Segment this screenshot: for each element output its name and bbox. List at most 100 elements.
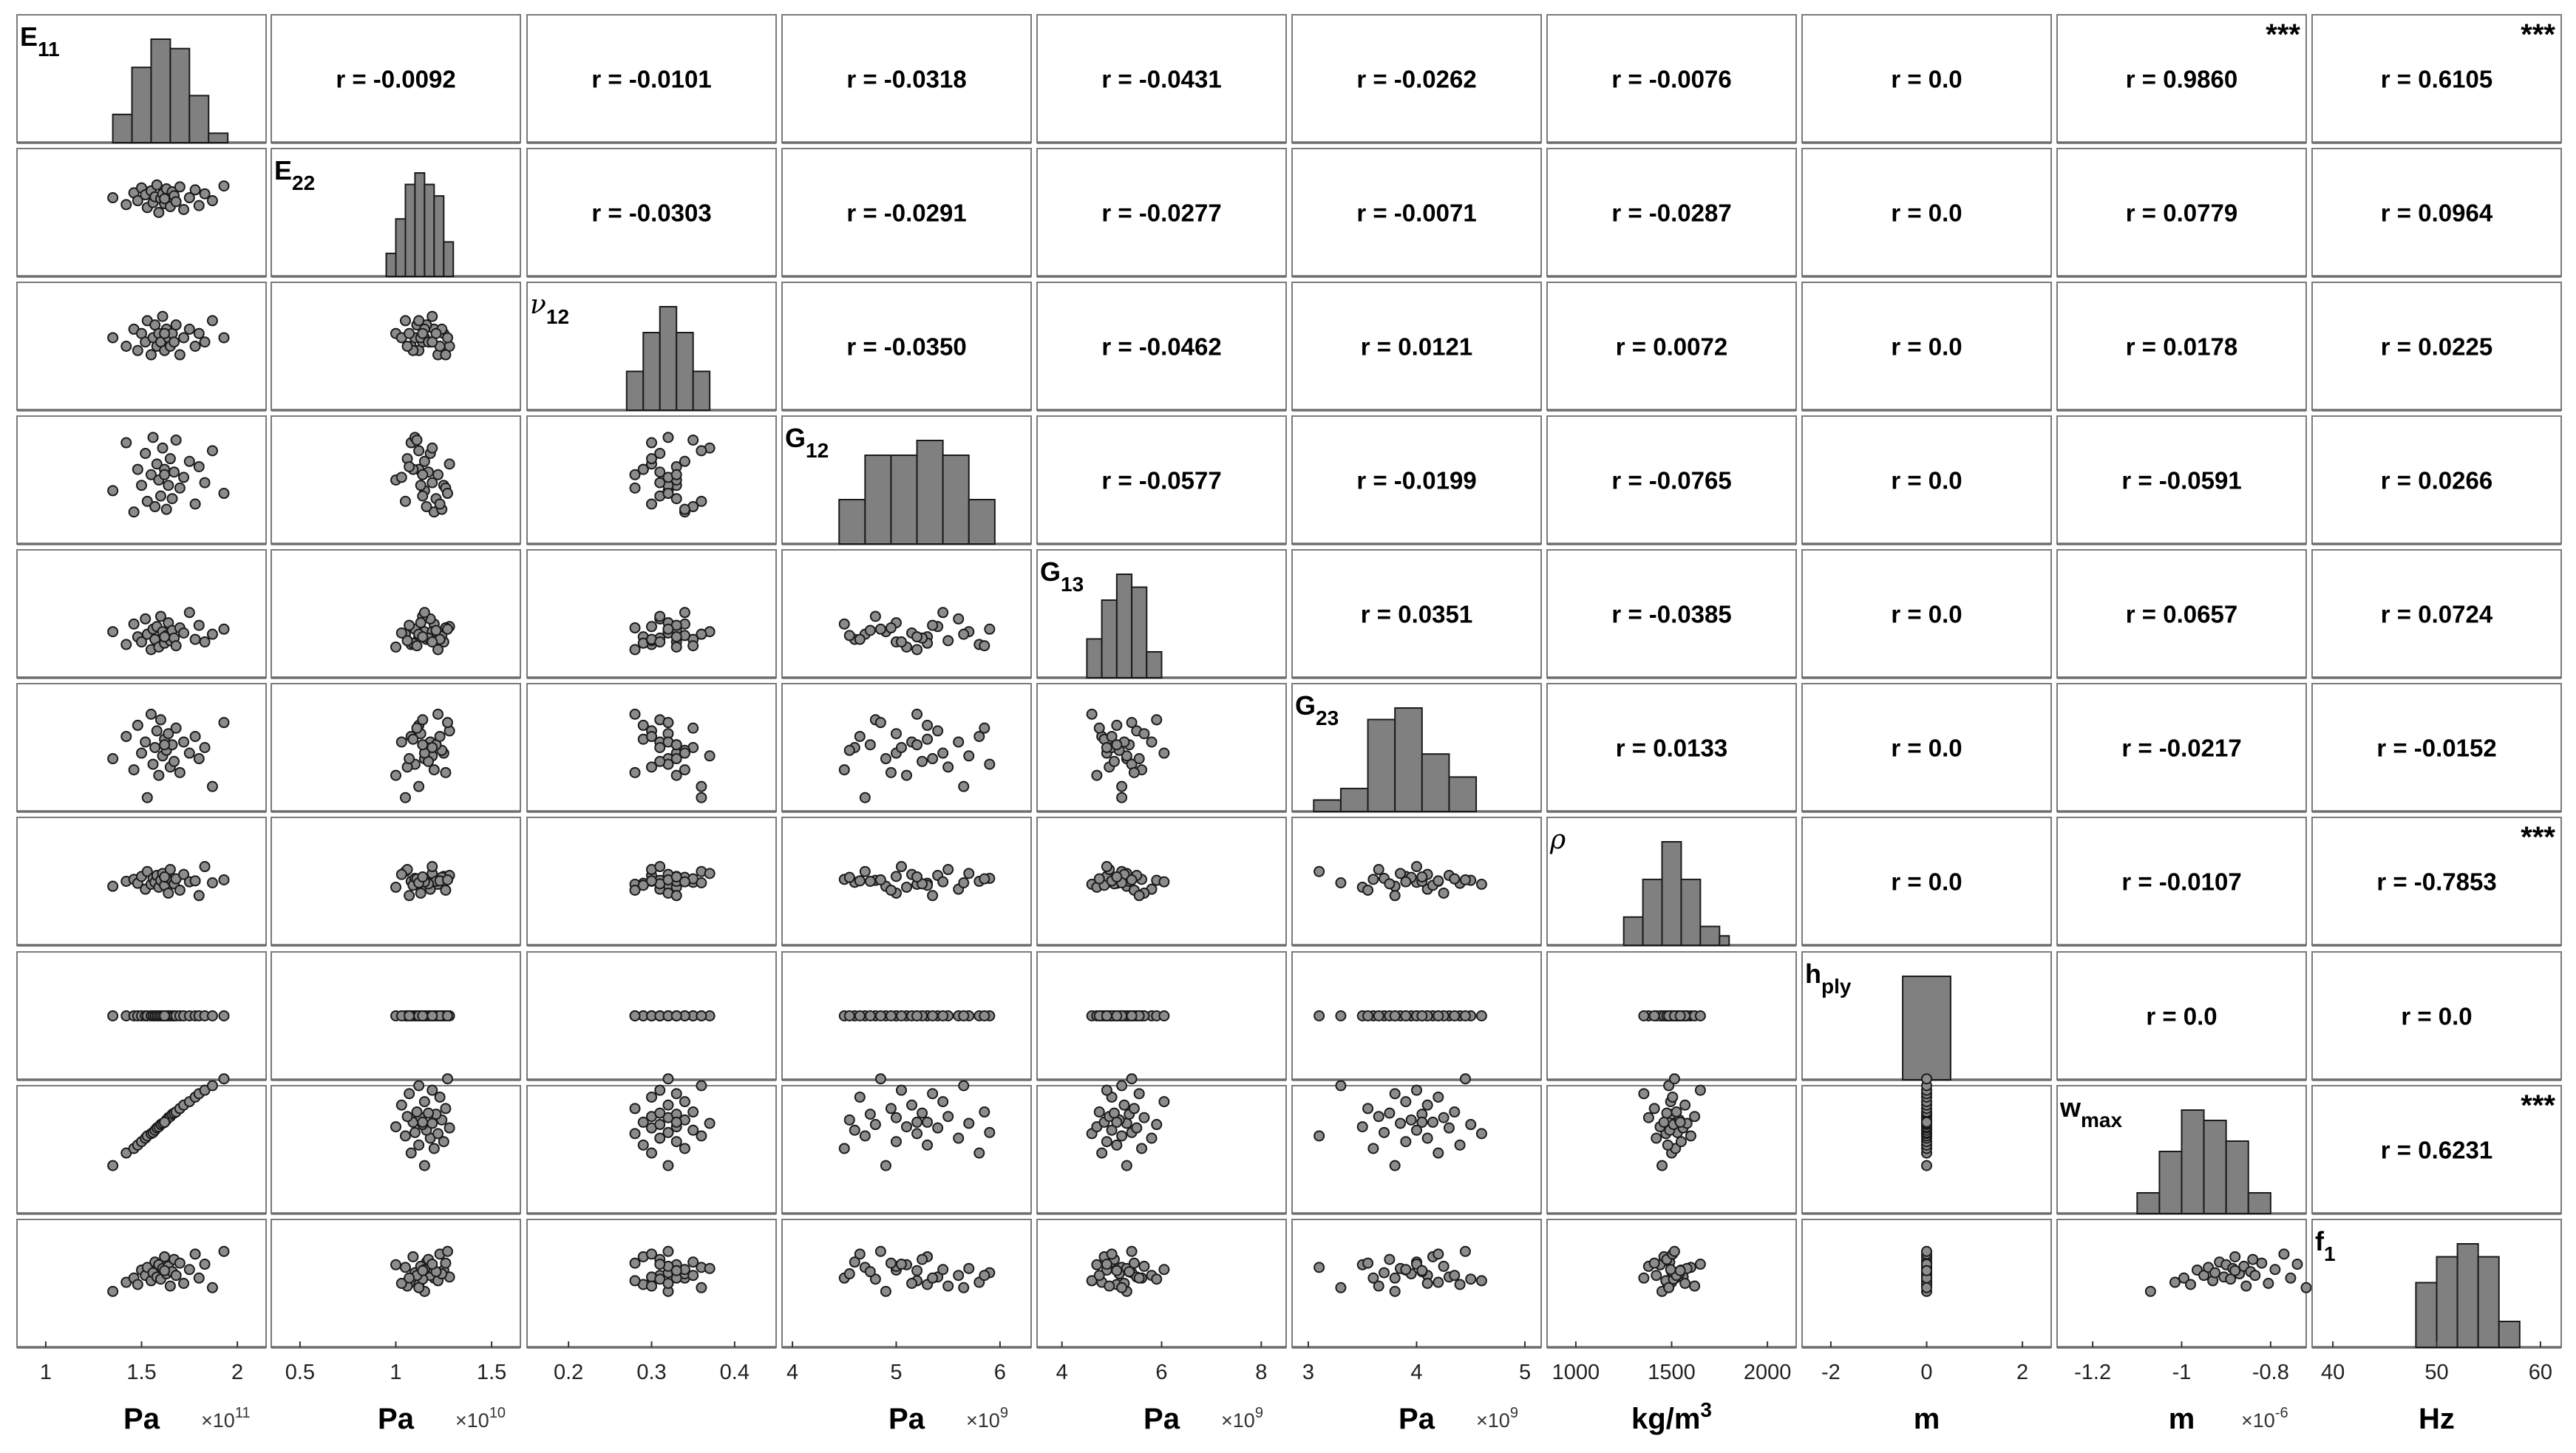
scatter-point bbox=[662, 1278, 674, 1289]
scatter-point bbox=[163, 887, 174, 899]
x-tick-label: 4 bbox=[786, 1361, 798, 1384]
scatter-point bbox=[409, 1126, 421, 1138]
x-tick-label: 0.4 bbox=[720, 1361, 750, 1384]
x-tick-label: 1 bbox=[390, 1361, 401, 1384]
scatter-point bbox=[890, 1112, 902, 1123]
scatter-point bbox=[413, 1139, 425, 1151]
scatter-point bbox=[1671, 1106, 1682, 1118]
correlation-value: r = -0.0462 bbox=[1101, 333, 1221, 361]
histogram-bar bbox=[642, 332, 661, 411]
scatter-point bbox=[132, 463, 143, 475]
histogram-bar bbox=[414, 172, 426, 277]
scatter-point bbox=[107, 626, 119, 638]
x-tick-label: 6 bbox=[994, 1361, 1006, 1384]
scatter-point bbox=[140, 736, 152, 748]
x-axis-exponent: ×10-6 bbox=[2241, 1405, 2288, 1432]
cell-frame-8-1 bbox=[271, 1085, 521, 1214]
scatter-point bbox=[417, 1010, 429, 1021]
histogram-bar bbox=[395, 218, 407, 278]
scatter-point bbox=[151, 725, 163, 737]
scatter-point bbox=[174, 181, 186, 193]
scatter-point bbox=[662, 1245, 674, 1257]
scatter-point bbox=[911, 1265, 923, 1276]
scatter-point bbox=[704, 1117, 716, 1129]
scatter-point bbox=[2240, 1280, 2252, 1292]
scatter-point bbox=[917, 1107, 928, 1119]
scatter-point bbox=[418, 1096, 430, 1108]
x-tick-label: 2 bbox=[231, 1361, 243, 1384]
scatter-point bbox=[147, 758, 159, 770]
scatter-point bbox=[911, 1128, 923, 1140]
scatter-point bbox=[1146, 736, 1158, 748]
scatter-point bbox=[132, 195, 143, 207]
scatter-point bbox=[440, 1257, 452, 1269]
scatter-point bbox=[426, 636, 438, 648]
scatter-point bbox=[174, 1257, 186, 1269]
correlation-value: r = -0.0591 bbox=[2121, 467, 2241, 494]
scatter-point bbox=[958, 780, 970, 792]
scatter-point bbox=[895, 1010, 907, 1021]
scatter-point bbox=[670, 739, 682, 751]
scatter-point bbox=[1416, 1116, 1428, 1128]
scatter-point bbox=[1421, 1099, 1433, 1111]
scatter-point bbox=[1093, 1270, 1105, 1282]
scatter-point bbox=[629, 1103, 641, 1115]
scatter-point bbox=[637, 1139, 649, 1151]
scatter-point bbox=[426, 1010, 438, 1021]
scatter-point bbox=[218, 1245, 230, 1257]
scatter-point bbox=[1921, 1282, 1932, 1293]
scatter-point bbox=[637, 463, 649, 475]
x-axis-exponent-power: 9 bbox=[1000, 1405, 1008, 1421]
histogram-bar bbox=[1699, 925, 1721, 946]
scatter-point bbox=[174, 482, 186, 494]
scatter-point bbox=[1433, 1276, 1444, 1288]
scatter-point bbox=[1921, 1245, 1932, 1257]
scatter-point bbox=[1685, 1130, 1696, 1142]
scatter-point bbox=[206, 1010, 218, 1021]
scatter-point bbox=[390, 1121, 401, 1133]
histogram-bar bbox=[916, 440, 944, 545]
scatter-point bbox=[399, 1262, 411, 1273]
scatter-point bbox=[1335, 1010, 1347, 1021]
scatter-point bbox=[679, 747, 690, 759]
scatter-point bbox=[1389, 890, 1401, 902]
scatter-point bbox=[1921, 1265, 1932, 1276]
x-tick-label: 0.2 bbox=[554, 1361, 583, 1384]
cell-frame-3-2 bbox=[526, 415, 777, 545]
cell-frame-3-8 bbox=[2056, 415, 2307, 545]
correlation-value: r = -0.0431 bbox=[1101, 66, 1221, 93]
cell-frame-4-0 bbox=[16, 549, 267, 678]
scatter-point bbox=[164, 453, 176, 465]
scatter-point bbox=[843, 1114, 855, 1126]
scatter-point bbox=[670, 493, 682, 505]
scatter-point bbox=[199, 188, 211, 200]
scatter-point bbox=[2185, 1279, 2197, 1290]
cell-frame-8-4 bbox=[1036, 1085, 1287, 1214]
scatter-point bbox=[922, 733, 934, 745]
scatter-point bbox=[662, 432, 674, 443]
scatter-point bbox=[1314, 865, 1325, 877]
correlation-value: r = 0.0351 bbox=[1361, 601, 1472, 628]
scatter-point bbox=[1126, 1245, 1138, 1257]
correlation-value: r = -0.0318 bbox=[846, 66, 966, 93]
correlation-value: r = 0.0724 bbox=[2381, 601, 2493, 628]
scatter-point bbox=[395, 627, 407, 639]
scatter-point bbox=[1665, 1264, 1676, 1276]
scatter-point bbox=[170, 319, 182, 331]
scatter-point bbox=[1138, 728, 1150, 740]
correlation-value: r = -0.0287 bbox=[1611, 200, 1731, 227]
scatter-point bbox=[417, 327, 429, 339]
scatter-point bbox=[441, 717, 453, 729]
scatter-point bbox=[654, 861, 666, 873]
scatter-point bbox=[1126, 1010, 1138, 1021]
scatter-point bbox=[838, 764, 850, 776]
scatter-point bbox=[1651, 1270, 1662, 1282]
cell-frame-1-0 bbox=[16, 148, 267, 277]
scatter-point bbox=[849, 1256, 860, 1268]
scatter-point bbox=[1136, 1143, 1148, 1154]
scatter-point bbox=[922, 1116, 934, 1128]
scatter-point bbox=[1314, 1262, 1325, 1273]
scatter-point bbox=[2285, 1272, 2297, 1284]
scatter-point bbox=[637, 719, 649, 731]
scatter-point bbox=[1116, 1282, 1128, 1293]
